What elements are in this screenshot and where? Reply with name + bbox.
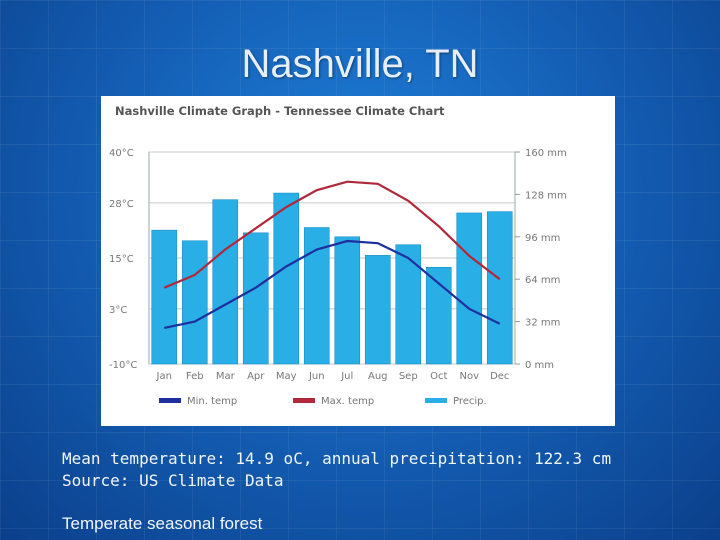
left-tick-label: 40°C (109, 148, 134, 159)
legend-swatch (293, 398, 315, 403)
x-tick-label: Apr (247, 371, 265, 382)
climate-chart: Nashville Climate Graph - Tennessee Clim… (109, 104, 567, 407)
precip-bar (395, 244, 422, 365)
caption-source: Source: US Climate Data (62, 471, 284, 490)
x-tick-label: May (276, 371, 297, 382)
precip-bar (425, 266, 452, 365)
x-tick-label: Mar (216, 371, 236, 382)
x-tick-label: Sep (399, 371, 418, 382)
right-tick-label: 64 mm (525, 275, 560, 286)
x-tick-label: Jun (308, 371, 325, 382)
left-tick-label: 15°C (109, 254, 134, 265)
x-tick-label: Dec (490, 371, 509, 382)
min-temp-line (164, 239, 501, 330)
legend-label: Min. temp (187, 396, 237, 407)
x-tick-label: Aug (368, 371, 388, 382)
max-temp-line (163, 180, 501, 289)
right-tick-label: 96 mm (525, 233, 560, 244)
precip-bar (242, 232, 269, 365)
left-tick-label: 3°C (109, 305, 127, 316)
precip-bar (486, 211, 513, 365)
right-tick-label: 0 mm (525, 360, 554, 371)
precip-bar (181, 240, 208, 365)
climate-chart-panel: Nashville Climate Graph - Tennessee Clim… (101, 96, 615, 426)
legend-label: Max. temp (321, 396, 374, 407)
legend-swatch (425, 398, 447, 403)
precip-bar (456, 212, 483, 365)
caption-summary: Mean temperature: 14.9 oC, annual precip… (62, 449, 612, 468)
right-tick-label: 160 mm (525, 148, 567, 159)
left-tick-label: 28°C (109, 199, 134, 210)
x-tick-label: Nov (459, 371, 479, 382)
precip-bar (212, 199, 239, 365)
right-tick-label: 32 mm (525, 318, 560, 329)
x-tick-label: Oct (430, 371, 447, 382)
precip-bar (364, 255, 391, 365)
left-tick-label: -10°C (109, 360, 137, 371)
slide-title: Nashville, TN (241, 42, 479, 86)
caption-biome: Temperate seasonal forest (62, 514, 263, 533)
precip-bar (334, 236, 361, 365)
precip-bar (151, 229, 178, 365)
right-tick-label: 128 mm (525, 190, 567, 201)
x-tick-label: Feb (186, 371, 204, 382)
precip-bar (273, 192, 300, 365)
x-tick-label: Jan (156, 371, 172, 382)
chart-title: Nashville Climate Graph - Tennessee Clim… (115, 104, 445, 118)
x-tick-label: Jul (340, 371, 353, 382)
legend-swatch (159, 398, 181, 403)
legend-label: Precip. (453, 396, 487, 407)
